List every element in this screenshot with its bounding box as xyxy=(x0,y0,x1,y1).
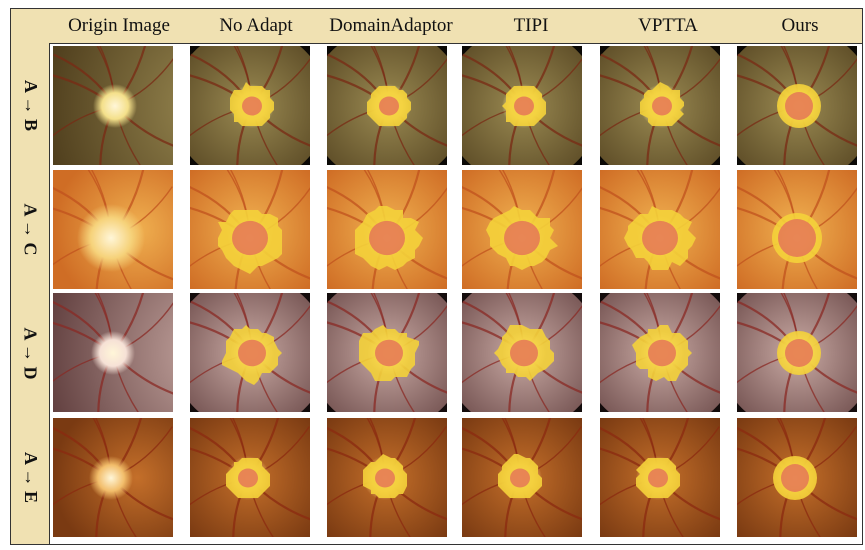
retina-image xyxy=(327,418,447,537)
image-tile-e-5 xyxy=(737,418,857,537)
column-title-no-adapt: No Adapt xyxy=(219,15,293,36)
retina-image xyxy=(53,293,173,412)
retina-image xyxy=(190,293,310,412)
image-tile-c-5 xyxy=(737,170,857,289)
retina-image xyxy=(327,170,447,289)
column-title-vptta: VPTTA xyxy=(638,15,698,36)
image-tile-d-4 xyxy=(600,293,720,412)
retina-image xyxy=(327,293,447,412)
column-title-domainadaptor: DomainAdaptor xyxy=(329,15,453,36)
image-tile-b-2 xyxy=(327,46,447,165)
image-tile-e-1 xyxy=(190,418,310,537)
image-tile-b-1 xyxy=(190,46,310,165)
image-tile-d-5 xyxy=(737,293,857,412)
image-tile-d-2 xyxy=(327,293,447,412)
retina-image xyxy=(737,170,857,289)
retina-image xyxy=(737,293,857,412)
row-label-a-to-e: A → E xyxy=(20,451,41,503)
retina-image xyxy=(462,46,582,165)
retina-image xyxy=(600,293,720,412)
row-label-a-to-c: A → C xyxy=(20,202,41,256)
image-tile-c-1 xyxy=(190,170,310,289)
image-tile-d-0 xyxy=(53,293,173,412)
image-tile-c-0 xyxy=(53,170,173,289)
retina-image xyxy=(190,46,310,165)
retina-image xyxy=(462,293,582,412)
retina-image xyxy=(600,46,720,165)
retina-image xyxy=(462,170,582,289)
image-tile-e-0 xyxy=(53,418,173,537)
column-title-ours: Ours xyxy=(781,15,819,36)
retina-image xyxy=(600,170,720,289)
column-title-tipi: TIPI xyxy=(513,15,549,36)
image-tile-d-1 xyxy=(190,293,310,412)
image-tile-e-4 xyxy=(600,418,720,537)
retina-image xyxy=(327,46,447,165)
image-tile-d-3 xyxy=(462,293,582,412)
image-tile-e-3 xyxy=(462,418,582,537)
image-tile-c-2 xyxy=(327,170,447,289)
image-tile-b-5 xyxy=(737,46,857,165)
retina-image xyxy=(53,170,173,289)
retina-image xyxy=(600,418,720,537)
retina-image xyxy=(190,418,310,537)
retina-image xyxy=(737,418,857,537)
retina-image xyxy=(462,418,582,537)
row-label-sidebar: A → B A → C A → D A → E xyxy=(11,43,50,544)
row-label-a-to-d: A → D xyxy=(20,326,41,380)
image-tile-b-4 xyxy=(600,46,720,165)
column-header-bar: Origin Image No Adapt DomainAdaptor TIPI… xyxy=(11,9,862,44)
retina-image xyxy=(737,46,857,165)
image-tile-b-0 xyxy=(53,46,173,165)
comparison-figure: Origin Image No Adapt DomainAdaptor TIPI… xyxy=(10,8,863,545)
retina-image xyxy=(53,46,173,165)
image-tile-c-3 xyxy=(462,170,582,289)
row-label-a-to-b: A → B xyxy=(20,79,41,131)
image-grid xyxy=(49,43,862,544)
retina-image xyxy=(53,418,173,537)
image-tile-b-3 xyxy=(462,46,582,165)
image-tile-c-4 xyxy=(600,170,720,289)
image-tile-e-2 xyxy=(327,418,447,537)
retina-image xyxy=(190,170,310,289)
column-title-origin: Origin Image xyxy=(68,15,170,36)
